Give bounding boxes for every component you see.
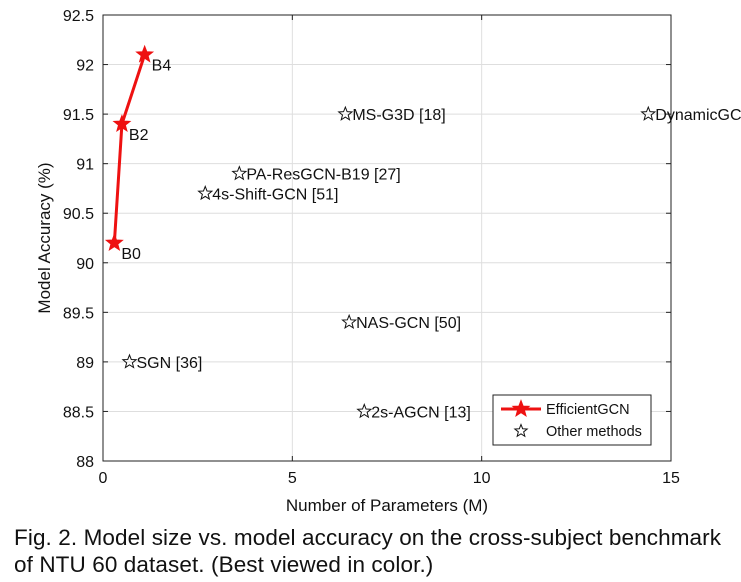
x-tick-label: 5 — [288, 470, 297, 487]
legend-label-other-methods: Other methods — [546, 424, 642, 440]
legend-star-efficientgcn-shape — [511, 399, 531, 418]
point-label-dynamicgcn-34: DynamicGCN [34] — [655, 107, 741, 124]
grid-layer — [103, 15, 671, 461]
plot-frame — [102, 14, 672, 462]
legend-star-other-methods-shape — [513, 423, 529, 438]
point-label-b0: B0 — [121, 246, 141, 263]
marker-efficientgcn-b0 — [104, 233, 124, 251]
series-layer — [104, 44, 657, 419]
x-tick-label: 15 — [662, 470, 680, 487]
y-tick-label: 91.5 — [63, 107, 94, 124]
marker-nas-gcn-50 — [341, 313, 358, 330]
point-label-2s-agcn-13: 2s-AGCN [13] — [371, 404, 471, 421]
marker-4s-shift-gcn-51 — [197, 185, 214, 201]
legend-star-other-methods — [513, 423, 529, 438]
caption-line-1: Fig. 2. Model size vs. model accuracy on… — [14, 525, 722, 550]
y-tick-label: 88 — [76, 454, 94, 471]
x-axis-title: Number of Parameters (M) — [286, 496, 488, 515]
legend-star-efficientgcn — [511, 399, 531, 418]
point-label-layer: MS-G3D [18] DynamicGCN [34] PA-ResGCN-B19 … — [121, 58, 741, 422]
point-label-nas-gcn-50: NAS-GCN [50] — [356, 315, 461, 332]
marker-efficientgcn-b4 — [135, 44, 155, 63]
marker-ms-g3d-18 — [337, 105, 354, 121]
legend: EfficientGCN Other methods — [492, 394, 652, 446]
y-tick-label: 89 — [76, 355, 94, 372]
figure-caption: Fig. 2. Model size vs. model accuracy on… — [14, 524, 739, 578]
marker-pa-resgcn-b19-27 — [231, 165, 248, 181]
marker-sgn-36 — [121, 353, 138, 369]
point-label-b4: B4 — [152, 58, 172, 75]
y-tick-label: 88.5 — [63, 404, 94, 421]
tick-layer: 0 5 10 15 88 88.5 89 89.5 90 90.5 91 91.5 92 92.5 — [63, 8, 680, 487]
y-tick-label: 89.5 — [63, 305, 94, 322]
point-label-ms-g3d-18: MS-G3D [18] — [352, 107, 445, 124]
y-axis-title: Model Accuracy (%) — [35, 162, 54, 313]
marker-2s-agcn-13 — [356, 403, 373, 419]
marker-efficientgcn-b2 — [112, 114, 132, 133]
y-tick-label: 90.5 — [63, 206, 94, 223]
y-tick-label: 90 — [76, 256, 94, 273]
y-tick-label: 91 — [76, 157, 94, 174]
legend-label-efficientgcn: EfficientGCN — [546, 402, 630, 418]
chart-figure: 0 5 10 15 88 88.5 89 89.5 90 90.5 91 91.5 92 92.5 MS-… — [35, 8, 741, 515]
x-tick-label: 10 — [473, 470, 491, 487]
x-tick-label: 0 — [99, 470, 108, 487]
point-label-4s-shift-gcn-51: 4s-Shift-GCN [51] — [212, 186, 338, 203]
point-label-pa-resgcn-b19-27: PA-ResGCN-B19 [27] — [246, 167, 400, 184]
legend-box — [492, 394, 652, 446]
point-label-sgn-36: SGN [36] — [137, 355, 203, 372]
y-tick-label: 92 — [76, 58, 94, 75]
caption-line-2: of NTU 60 dataset. (Best viewed in color… — [14, 552, 434, 577]
point-label-b2: B2 — [129, 127, 149, 144]
y-tick-label: 92.5 — [63, 8, 94, 25]
marker-dynamicgcn-34 — [640, 105, 657, 121]
